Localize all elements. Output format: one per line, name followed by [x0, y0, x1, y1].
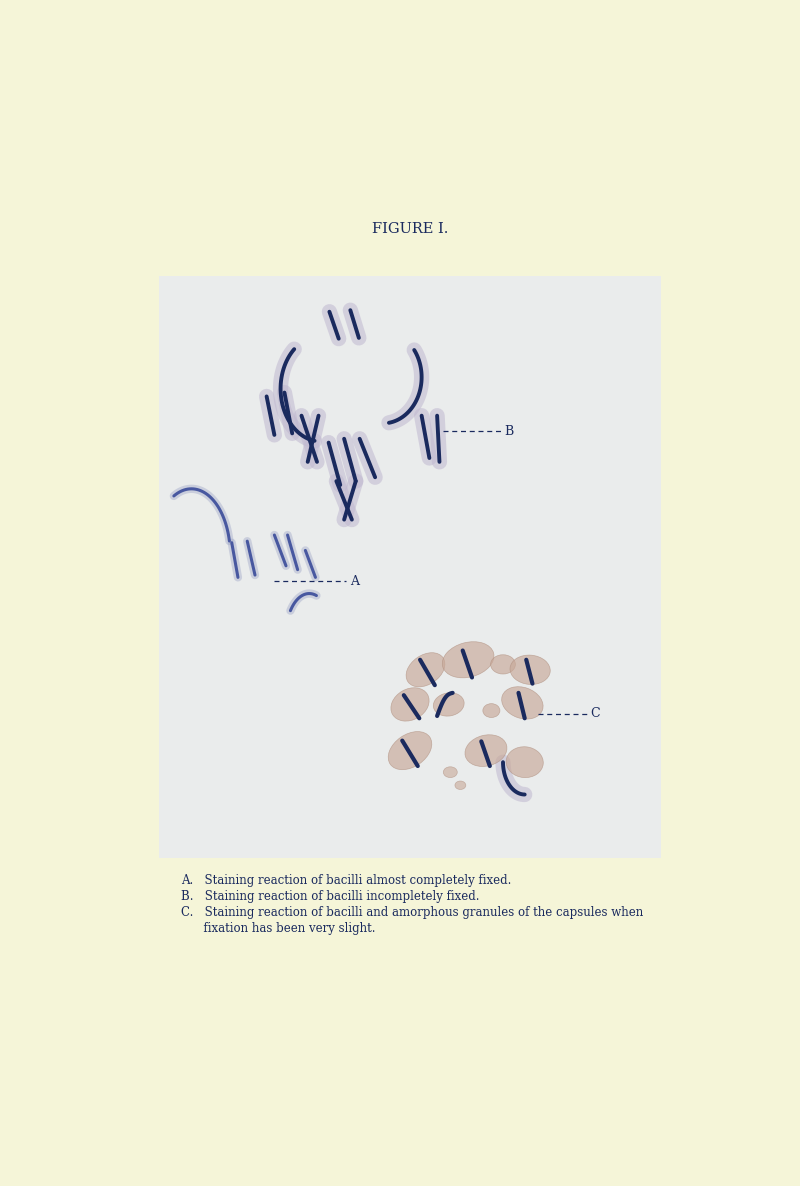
Ellipse shape	[502, 687, 543, 719]
Ellipse shape	[490, 655, 515, 674]
Bar	[159, 275, 661, 859]
Ellipse shape	[465, 735, 507, 766]
Ellipse shape	[388, 732, 432, 770]
Ellipse shape	[455, 782, 466, 790]
Ellipse shape	[443, 767, 458, 778]
Text: C.   Staining reaction of bacilli and amorphous granules of the capsules when: C. Staining reaction of bacilli and amor…	[182, 906, 644, 919]
Ellipse shape	[483, 703, 500, 718]
Text: B: B	[505, 425, 514, 438]
Ellipse shape	[442, 642, 494, 678]
Text: A.   Staining reaction of bacilli almost completely fixed.: A. Staining reaction of bacilli almost c…	[182, 874, 512, 887]
Ellipse shape	[434, 693, 464, 716]
Text: FIGURE I.: FIGURE I.	[372, 222, 448, 236]
Ellipse shape	[510, 655, 550, 684]
Ellipse shape	[391, 688, 429, 721]
Text: C: C	[590, 707, 600, 720]
Text: fixation has been very slight.: fixation has been very slight.	[182, 923, 376, 936]
Ellipse shape	[406, 652, 445, 687]
Text: A: A	[350, 575, 359, 588]
Text: B.   Staining reaction of bacilli incompletely fixed.: B. Staining reaction of bacilli incomple…	[182, 890, 480, 903]
Ellipse shape	[506, 747, 543, 778]
